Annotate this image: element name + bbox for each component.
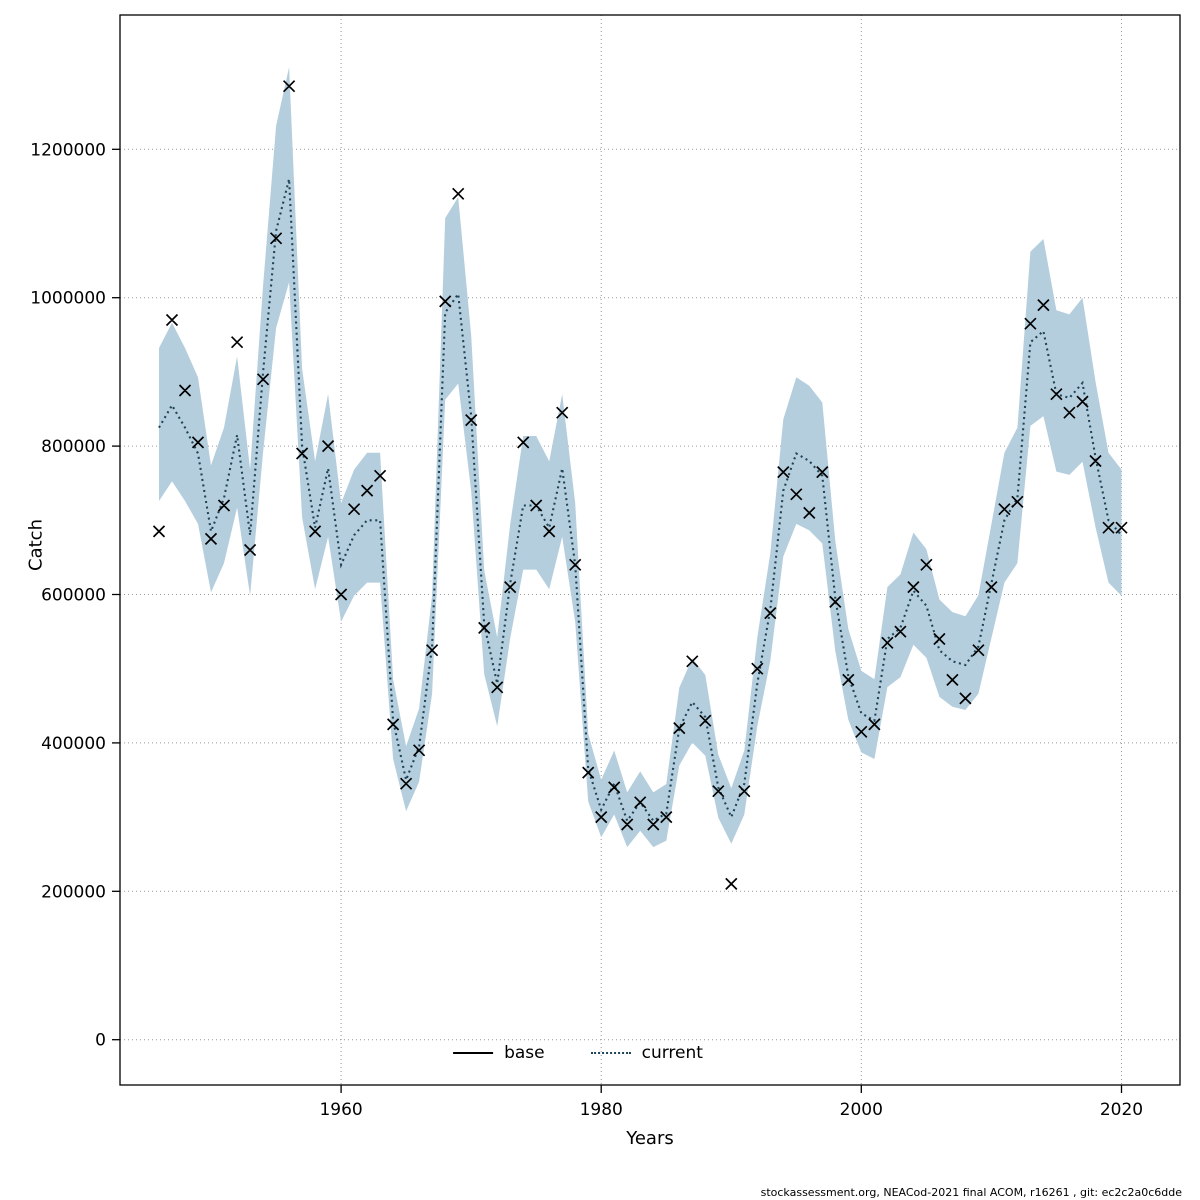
legend-label-current: current bbox=[641, 1043, 703, 1063]
source-attribution: stockassessment.org, NEACod-2021 final A… bbox=[760, 1186, 1182, 1199]
legend-item-base: base bbox=[453, 1043, 545, 1063]
legend-label-base: base bbox=[504, 1043, 545, 1063]
y-axis-title: Catch bbox=[25, 519, 47, 571]
legend-item-current: current bbox=[590, 1043, 703, 1063]
x-tick-label: 2000 bbox=[840, 1100, 883, 1120]
current-line-sample-icon bbox=[590, 1052, 631, 1054]
y-tick-label: 800000 bbox=[41, 437, 106, 457]
observed-markers bbox=[152, 80, 1128, 891]
y-tick-label: 0 bbox=[95, 1031, 106, 1051]
y-tick-label: 400000 bbox=[41, 734, 106, 754]
axis-ticks bbox=[112, 148, 1123, 1093]
base-line-sample-icon bbox=[453, 1052, 494, 1054]
x-tick-label: 1980 bbox=[580, 1100, 623, 1120]
confidence-band bbox=[159, 67, 1122, 848]
plot-border bbox=[119, 14, 1181, 1086]
y-tick-label: 200000 bbox=[41, 882, 106, 902]
x-tick-label: 1960 bbox=[319, 1100, 362, 1120]
y-tick-label: 1000000 bbox=[30, 289, 106, 309]
tick-labels: 0 200000 400000 600000 800000 1000000 1200000 1… bbox=[30, 140, 1143, 1120]
y-tick-label: 600000 bbox=[41, 586, 106, 606]
legend: base current bbox=[453, 1043, 703, 1063]
y-tick-label: 1200000 bbox=[30, 140, 106, 160]
x-axis-title: Years bbox=[626, 1128, 674, 1149]
x-tick-label: 2020 bbox=[1100, 1100, 1143, 1120]
